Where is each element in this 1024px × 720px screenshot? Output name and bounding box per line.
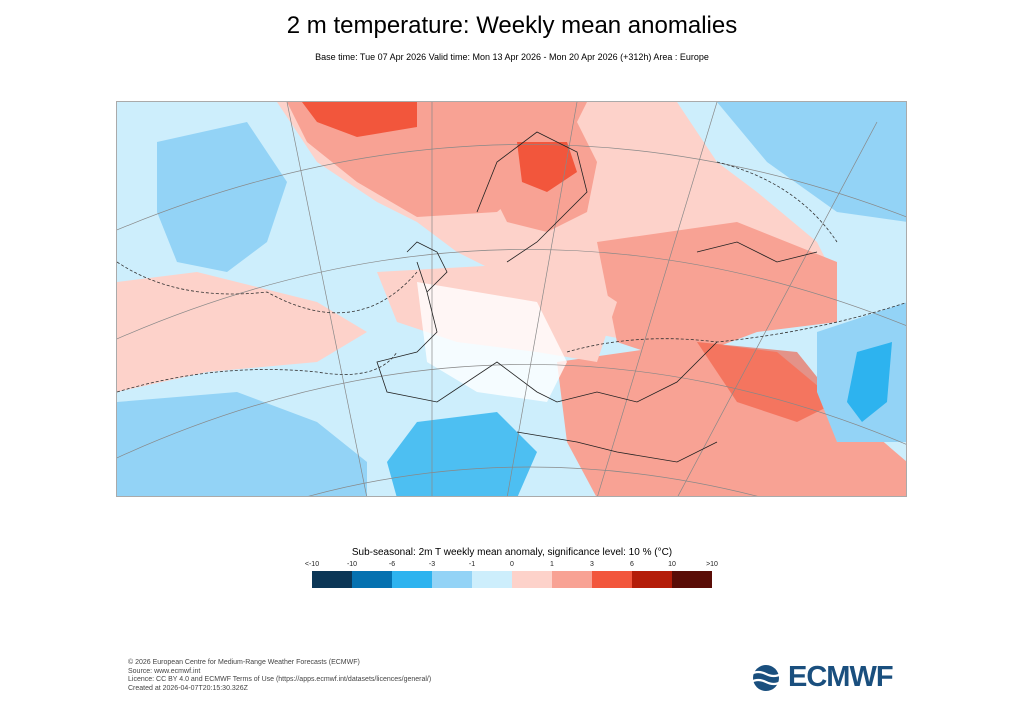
footer-licence: Licence: CC BY 4.0 and ECMWF Terms of Us…	[128, 676, 432, 683]
legend-color-swatch	[352, 571, 392, 588]
legend-color-swatch	[592, 571, 632, 588]
anomaly-region-warm-atlantic	[117, 272, 367, 392]
anomaly-region-warm-east	[597, 222, 837, 362]
ecmwf-logo-text: ECMWF	[788, 661, 894, 693]
significance-contours	[117, 161, 906, 393]
legend-tick-label: 1	[550, 561, 554, 568]
anomaly-region-cold-asia-strong	[847, 342, 892, 422]
legend-tick-label: 3	[590, 561, 594, 568]
anomaly-region-hot-greenland	[302, 102, 417, 137]
chart-title: 2 m temperature: Weekly mean anomalies	[286, 12, 738, 39]
legend-tick-label: 0	[510, 561, 514, 568]
coastlines	[376, 131, 818, 463]
ecmwf-logo-icon	[750, 664, 782, 691]
footer-copyright: © 2026 European Centre for Medium-Range …	[128, 659, 360, 666]
anomaly-region-scandinavia-hot	[517, 142, 577, 192]
legend-color-swatch	[632, 571, 672, 588]
legend-title: Sub-seasonal: 2m T weekly mean anomaly, …	[351, 547, 673, 558]
anomaly-region-cold-russia	[717, 102, 906, 222]
legend-tick-label: <-10	[304, 561, 320, 568]
legend-tick-label: 6	[630, 561, 634, 568]
anomaly-region-cold-nafrica	[387, 412, 537, 496]
anomaly-region-warm-mideast	[697, 342, 837, 422]
legend-tick-label: -1	[468, 561, 476, 568]
anomaly-map	[116, 101, 907, 497]
ecmwf-logo: ECMWF	[748, 661, 894, 694]
anomaly-region-warm-south	[557, 342, 906, 496]
footer-credits: © 2026 European Centre for Medium-Range …	[128, 659, 431, 693]
legend-tick-label: >10	[706, 561, 718, 568]
legend-tick-label: -6	[388, 561, 396, 568]
legend-tick-label: -3	[428, 561, 436, 568]
legend-ticks: <-10 -10 -6 -3 -1 0 1 3 6 10 >10	[292, 561, 732, 571]
map-svg	[117, 102, 906, 496]
anomaly-region-cold-atlantic	[157, 122, 287, 272]
footer-created: Created at 2026-04-07T20:15:30.326Z	[128, 684, 248, 692]
legend-color-swatch	[392, 571, 432, 588]
footer-source: Source: www.ecmwf.int	[128, 667, 201, 675]
legend-color-swatch	[472, 571, 512, 588]
legend-color-swatch	[512, 571, 552, 588]
anomaly-region-cold-west	[117, 392, 367, 496]
legend-tick-label: -10	[346, 561, 358, 568]
chart-subtitle: Base time: Tue 07 Apr 2026 Valid time: M…	[315, 52, 709, 62]
legend-color-swatch	[672, 571, 712, 588]
legend-color-swatch	[312, 571, 352, 588]
graticule	[117, 102, 906, 496]
legend-colorbar	[312, 571, 712, 588]
legend-color-swatch	[552, 571, 592, 588]
legend-color-swatch	[432, 571, 472, 588]
legend-tick-label: 10	[668, 561, 676, 568]
